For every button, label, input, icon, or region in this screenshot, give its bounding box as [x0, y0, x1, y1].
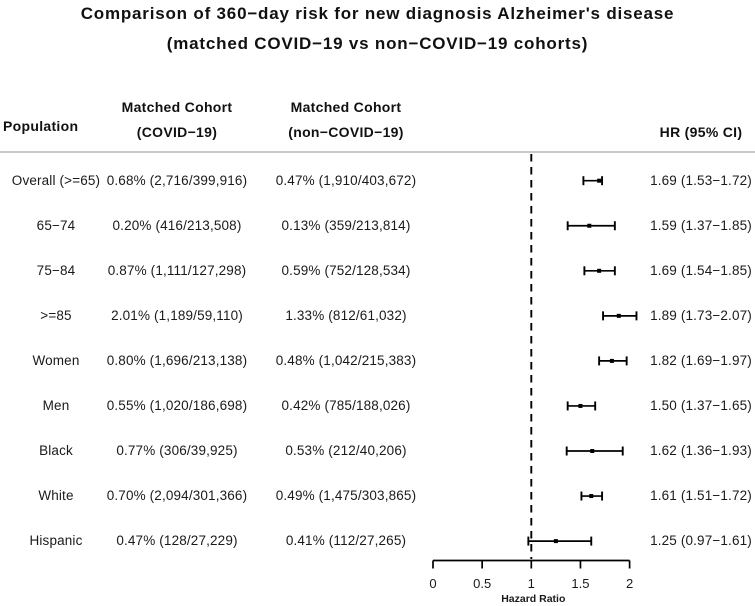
point-estimate-marker — [597, 268, 602, 273]
noncovid-risk-cell: 0.47% (1,910/403,672) — [275, 172, 417, 188]
population-cell: Women — [32, 352, 80, 368]
population-cell: 75−84 — [36, 262, 76, 278]
column-header-population: Population — [3, 118, 79, 134]
point-estimate-marker — [597, 178, 602, 183]
column-header-noncovid-cohort: Matched Cohort (non−COVID−19) — [268, 95, 424, 145]
covid-risk-cell: 0.20% (416/213,508) — [112, 217, 242, 233]
hr-ci-cell: 1.61 (1.51−1.72) — [650, 488, 752, 504]
covid-risk-cell: 0.68% (2,716/399,916) — [106, 172, 248, 188]
column-header-noncovid-line2: (non−COVID−19) — [288, 124, 404, 140]
population-cell: Overall (>=65) — [11, 172, 101, 188]
column-header-covid-line2: (COVID−19) — [136, 124, 218, 140]
noncovid-risk-cell: 1.33% (812/61,032) — [285, 307, 407, 323]
hr-ci-cell: 1.50 (1.37−1.65) — [650, 397, 752, 413]
population-cell: 65−74 — [36, 217, 76, 233]
noncovid-risk-cell: 0.48% (1,042/215,383) — [275, 352, 417, 368]
population-cell: Hispanic — [29, 533, 83, 549]
column-header-hr-ci: HR (95% CI) — [659, 124, 743, 140]
hr-ci-cell: 1.89 (1.73−2.07) — [650, 307, 752, 323]
hr-ci-cell: 1.69 (1.53−1.72) — [650, 172, 752, 188]
covid-risk-cell: 0.47% (128/27,229) — [116, 533, 238, 549]
hr-ci-cell: 1.59 (1.37−1.85) — [650, 217, 752, 233]
hr-ci-cell: 1.69 (1.54−1.85) — [650, 262, 752, 278]
noncovid-risk-cell: 0.59% (752/128,534) — [281, 262, 411, 278]
point-estimate-marker — [553, 539, 558, 544]
point-estimate-marker — [590, 449, 595, 453]
figure-title-line1: Comparison of 360−day risk for new diagn… — [80, 4, 675, 23]
column-header-covid-cohort: Matched Cohort (COVID−19) — [103, 95, 251, 145]
column-header-noncovid-line1: Matched Cohort — [290, 99, 402, 115]
x-axis-tick-label: 0 — [429, 576, 436, 591]
noncovid-risk-cell: 0.49% (1,475/303,865) — [275, 488, 417, 504]
hr-ci-cell: 1.62 (1.36−1.93) — [650, 443, 752, 458]
population-cell: Black — [39, 443, 73, 458]
noncovid-risk-cell: 0.42% (785/188,026) — [281, 397, 411, 413]
point-estimate-marker — [589, 494, 594, 499]
population-cell: Men — [42, 397, 70, 413]
header-separator — [0, 151, 755, 153]
population-cell: White — [38, 488, 74, 504]
x-axis-tick-label: 1.5 — [571, 576, 589, 591]
point-estimate-marker — [578, 403, 583, 408]
noncovid-risk-cell: 0.13% (359/213,814) — [281, 217, 411, 233]
hr-ci-cell: 1.25 (0.97−1.61) — [650, 533, 752, 549]
x-axis-tick-label: 2 — [626, 576, 633, 591]
covid-risk-cell: 0.70% (2,094/301,366) — [106, 488, 248, 504]
noncovid-risk-cell: 0.41% (112/27,265) — [285, 533, 407, 549]
x-axis-label: Hazard Ratio — [501, 593, 565, 605]
x-axis-tick-label: 1 — [528, 576, 535, 591]
covid-risk-cell: 0.87% (1,111/127,298) — [107, 262, 247, 278]
covid-risk-cell: 0.80% (1,696/213,138) — [106, 352, 248, 368]
column-header-covid-line1: Matched Cohort — [121, 99, 233, 115]
point-estimate-marker — [587, 223, 592, 228]
covid-risk-cell: 2.01% (1,189/59,110) — [111, 307, 243, 323]
x-axis-tick-label: 0.5 — [473, 576, 491, 591]
population-cell: >=85 — [40, 307, 72, 323]
point-estimate-marker — [609, 358, 614, 363]
point-estimate-marker — [616, 313, 621, 318]
covid-risk-cell: 0.77% (306/39,925) — [116, 443, 238, 458]
figure-title-line2: (matched COVID−19 vs non−COVID−19 cohort… — [166, 34, 589, 53]
hr-ci-cell: 1.82 (1.69−1.97) — [650, 352, 752, 368]
covid-risk-cell: 0.55% (1,020/186,698) — [106, 397, 248, 413]
noncovid-risk-cell: 0.53% (212/40,206) — [285, 443, 407, 458]
